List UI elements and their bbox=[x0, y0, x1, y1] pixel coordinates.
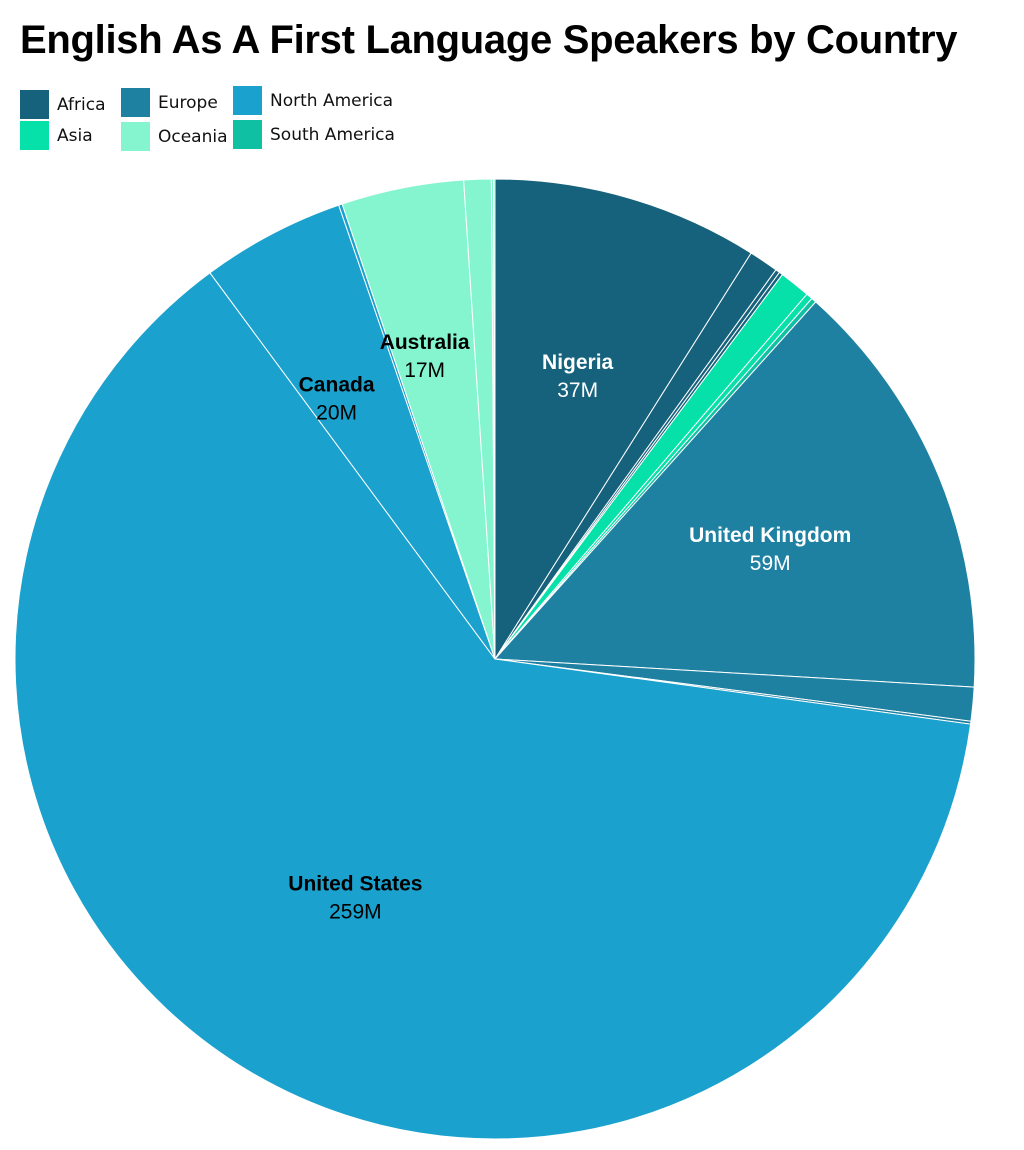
legend-item-north-america: North America bbox=[233, 86, 393, 115]
slice-value-united-states: 259M bbox=[329, 900, 382, 923]
legend-label-asia: Asia bbox=[57, 125, 93, 146]
pie-slices bbox=[14, 178, 976, 1140]
legend-swatch-europe bbox=[121, 88, 150, 117]
legend-label-south-america: South America bbox=[270, 124, 395, 145]
legend-item-south-america: South America bbox=[233, 120, 395, 149]
slice-value-nigeria: 37M bbox=[557, 379, 598, 402]
legend-label-africa: Africa bbox=[57, 94, 106, 115]
legend-label-oceania: Oceania bbox=[158, 126, 228, 147]
slice-label-canada: Canada bbox=[299, 374, 375, 397]
legend-swatch-africa bbox=[20, 90, 49, 119]
legend-swatch-north-america bbox=[233, 86, 262, 115]
slice-value-united-kingdom: 59M bbox=[750, 552, 791, 575]
slice-label-nigeria: Nigeria bbox=[542, 351, 614, 374]
legend-item-africa: Africa bbox=[20, 90, 106, 119]
legend-label-europe: Europe bbox=[158, 92, 218, 113]
chart-title: English As A First Language Speakers by … bbox=[20, 18, 958, 62]
pie-slice-oceania-16 bbox=[493, 178, 496, 660]
legend-item-europe: Europe bbox=[121, 88, 218, 117]
legend-swatch-south-america bbox=[233, 120, 262, 149]
slice-value-australia: 17M bbox=[404, 359, 445, 382]
slice-label-united-kingdom: United Kingdom bbox=[689, 524, 851, 547]
legend-item-asia: Asia bbox=[20, 121, 93, 150]
legend-swatch-asia bbox=[20, 121, 49, 150]
slice-value-canada: 20M bbox=[316, 402, 357, 425]
legend-swatch-oceania bbox=[121, 122, 150, 151]
pie-slice-united-kingdom bbox=[493, 301, 976, 688]
slice-label-australia: Australia bbox=[380, 331, 470, 354]
pie-slice-united-states bbox=[14, 272, 972, 1140]
legend-item-oceania: Oceania bbox=[121, 122, 228, 151]
slice-label-united-states: United States bbox=[288, 872, 422, 895]
pie-labels: Nigeria 37M United Kingdom 59M United States… bbox=[288, 331, 851, 923]
legend-label-north-america: North America bbox=[270, 90, 394, 111]
pie-slice-nigeria bbox=[494, 178, 752, 661]
